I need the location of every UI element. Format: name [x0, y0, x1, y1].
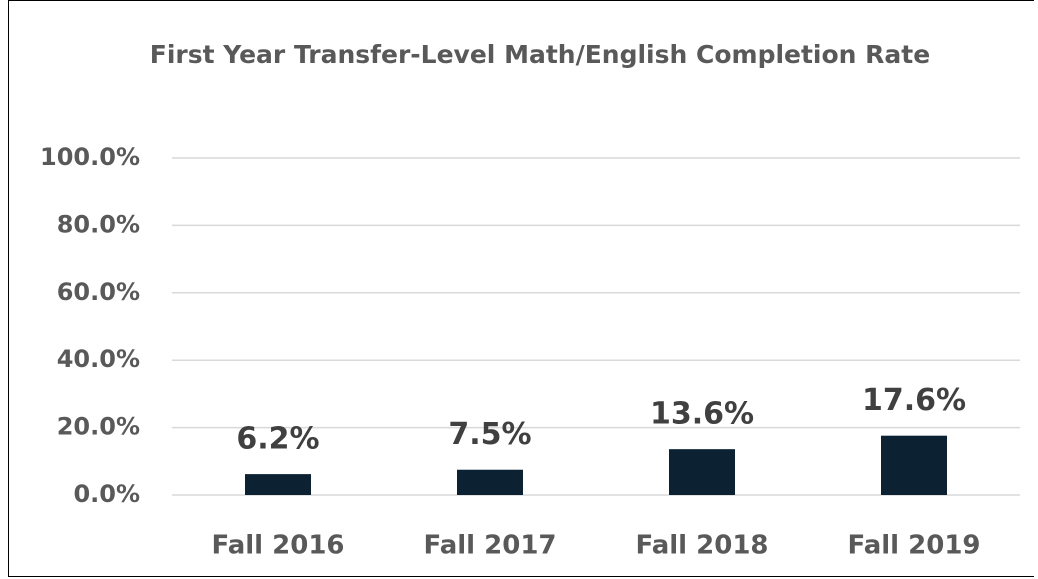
data-label: 6.2% [236, 422, 319, 457]
y-tick-label: 20.0% [57, 413, 140, 441]
x-tick-label: Fall 2019 [847, 531, 980, 561]
y-tick-label: 0.0% [73, 480, 140, 508]
chart-title: First Year Transfer-Level Math/English C… [149, 40, 931, 69]
x-tick-label: Fall 2017 [423, 531, 556, 561]
bar [245, 474, 311, 495]
y-tick-label: 100.0% [40, 143, 140, 171]
bar [457, 469, 523, 495]
data-label: 7.5% [448, 417, 531, 452]
y-tick-label: 80.0% [57, 210, 140, 238]
bar [881, 435, 947, 495]
y-tick-label: 60.0% [57, 278, 140, 306]
y-tick-label: 40.0% [57, 345, 140, 373]
chart-border [8, 0, 1034, 577]
bar [669, 449, 735, 495]
data-label: 17.6% [862, 383, 966, 418]
x-tick-label: Fall 2018 [635, 531, 768, 561]
data-label: 13.6% [650, 397, 754, 432]
x-tick-label: Fall 2016 [211, 531, 344, 561]
